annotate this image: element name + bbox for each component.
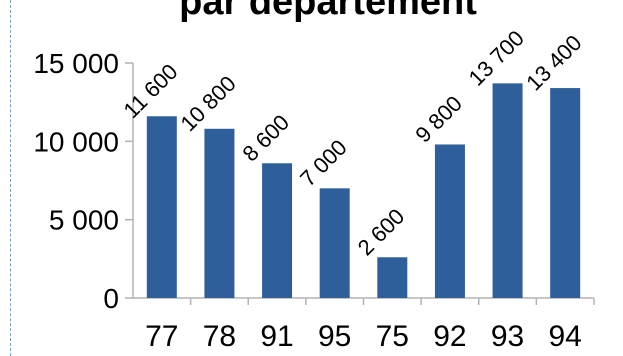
- y-axis-ticks: 0 5 000 10 000 15 000: [33, 48, 133, 314]
- bar-95: [319, 188, 350, 298]
- y-tick-label: 15 000: [33, 48, 119, 79]
- bar-91: [262, 163, 293, 298]
- data-label-77: 11 600: [118, 59, 182, 123]
- x-tick-label-78: 78: [203, 320, 236, 353]
- bar-77: [146, 116, 177, 299]
- data-label-94: 13 400: [521, 30, 586, 95]
- x-tick-label-95: 95: [318, 320, 351, 353]
- chart-frame-border: [10, 0, 11, 356]
- x-tick-label-75: 75: [376, 320, 409, 353]
- y-tick-label: 10 000: [33, 126, 119, 157]
- bar-78: [204, 128, 235, 298]
- data-label-75: 2 600: [353, 204, 410, 261]
- bar-93: [492, 83, 523, 298]
- bar-94: [550, 88, 581, 298]
- x-tick-label-92: 92: [433, 320, 466, 353]
- y-tick-label: 0: [103, 283, 119, 314]
- x-axis-ticks: 77 78 91 95 75 92 93 94: [145, 298, 595, 353]
- x-tick-label-77: 77: [145, 320, 178, 353]
- data-label-78: 10 800: [176, 71, 241, 136]
- bars: [146, 83, 581, 299]
- x-tick-label-91: 91: [260, 320, 293, 353]
- data-label-91: 8 600: [237, 110, 294, 167]
- x-tick-label-93: 93: [491, 320, 524, 353]
- bar-75: [377, 257, 408, 298]
- data-label-92: 9 800: [410, 91, 467, 148]
- chart-title: par département: [179, 0, 477, 23]
- data-label-95: 7 000: [295, 135, 352, 192]
- x-tick-label-94: 94: [549, 320, 582, 353]
- y-tick-label: 5 000: [49, 205, 119, 236]
- data-label-93: 13 700: [464, 25, 529, 90]
- bar-92: [434, 144, 465, 298]
